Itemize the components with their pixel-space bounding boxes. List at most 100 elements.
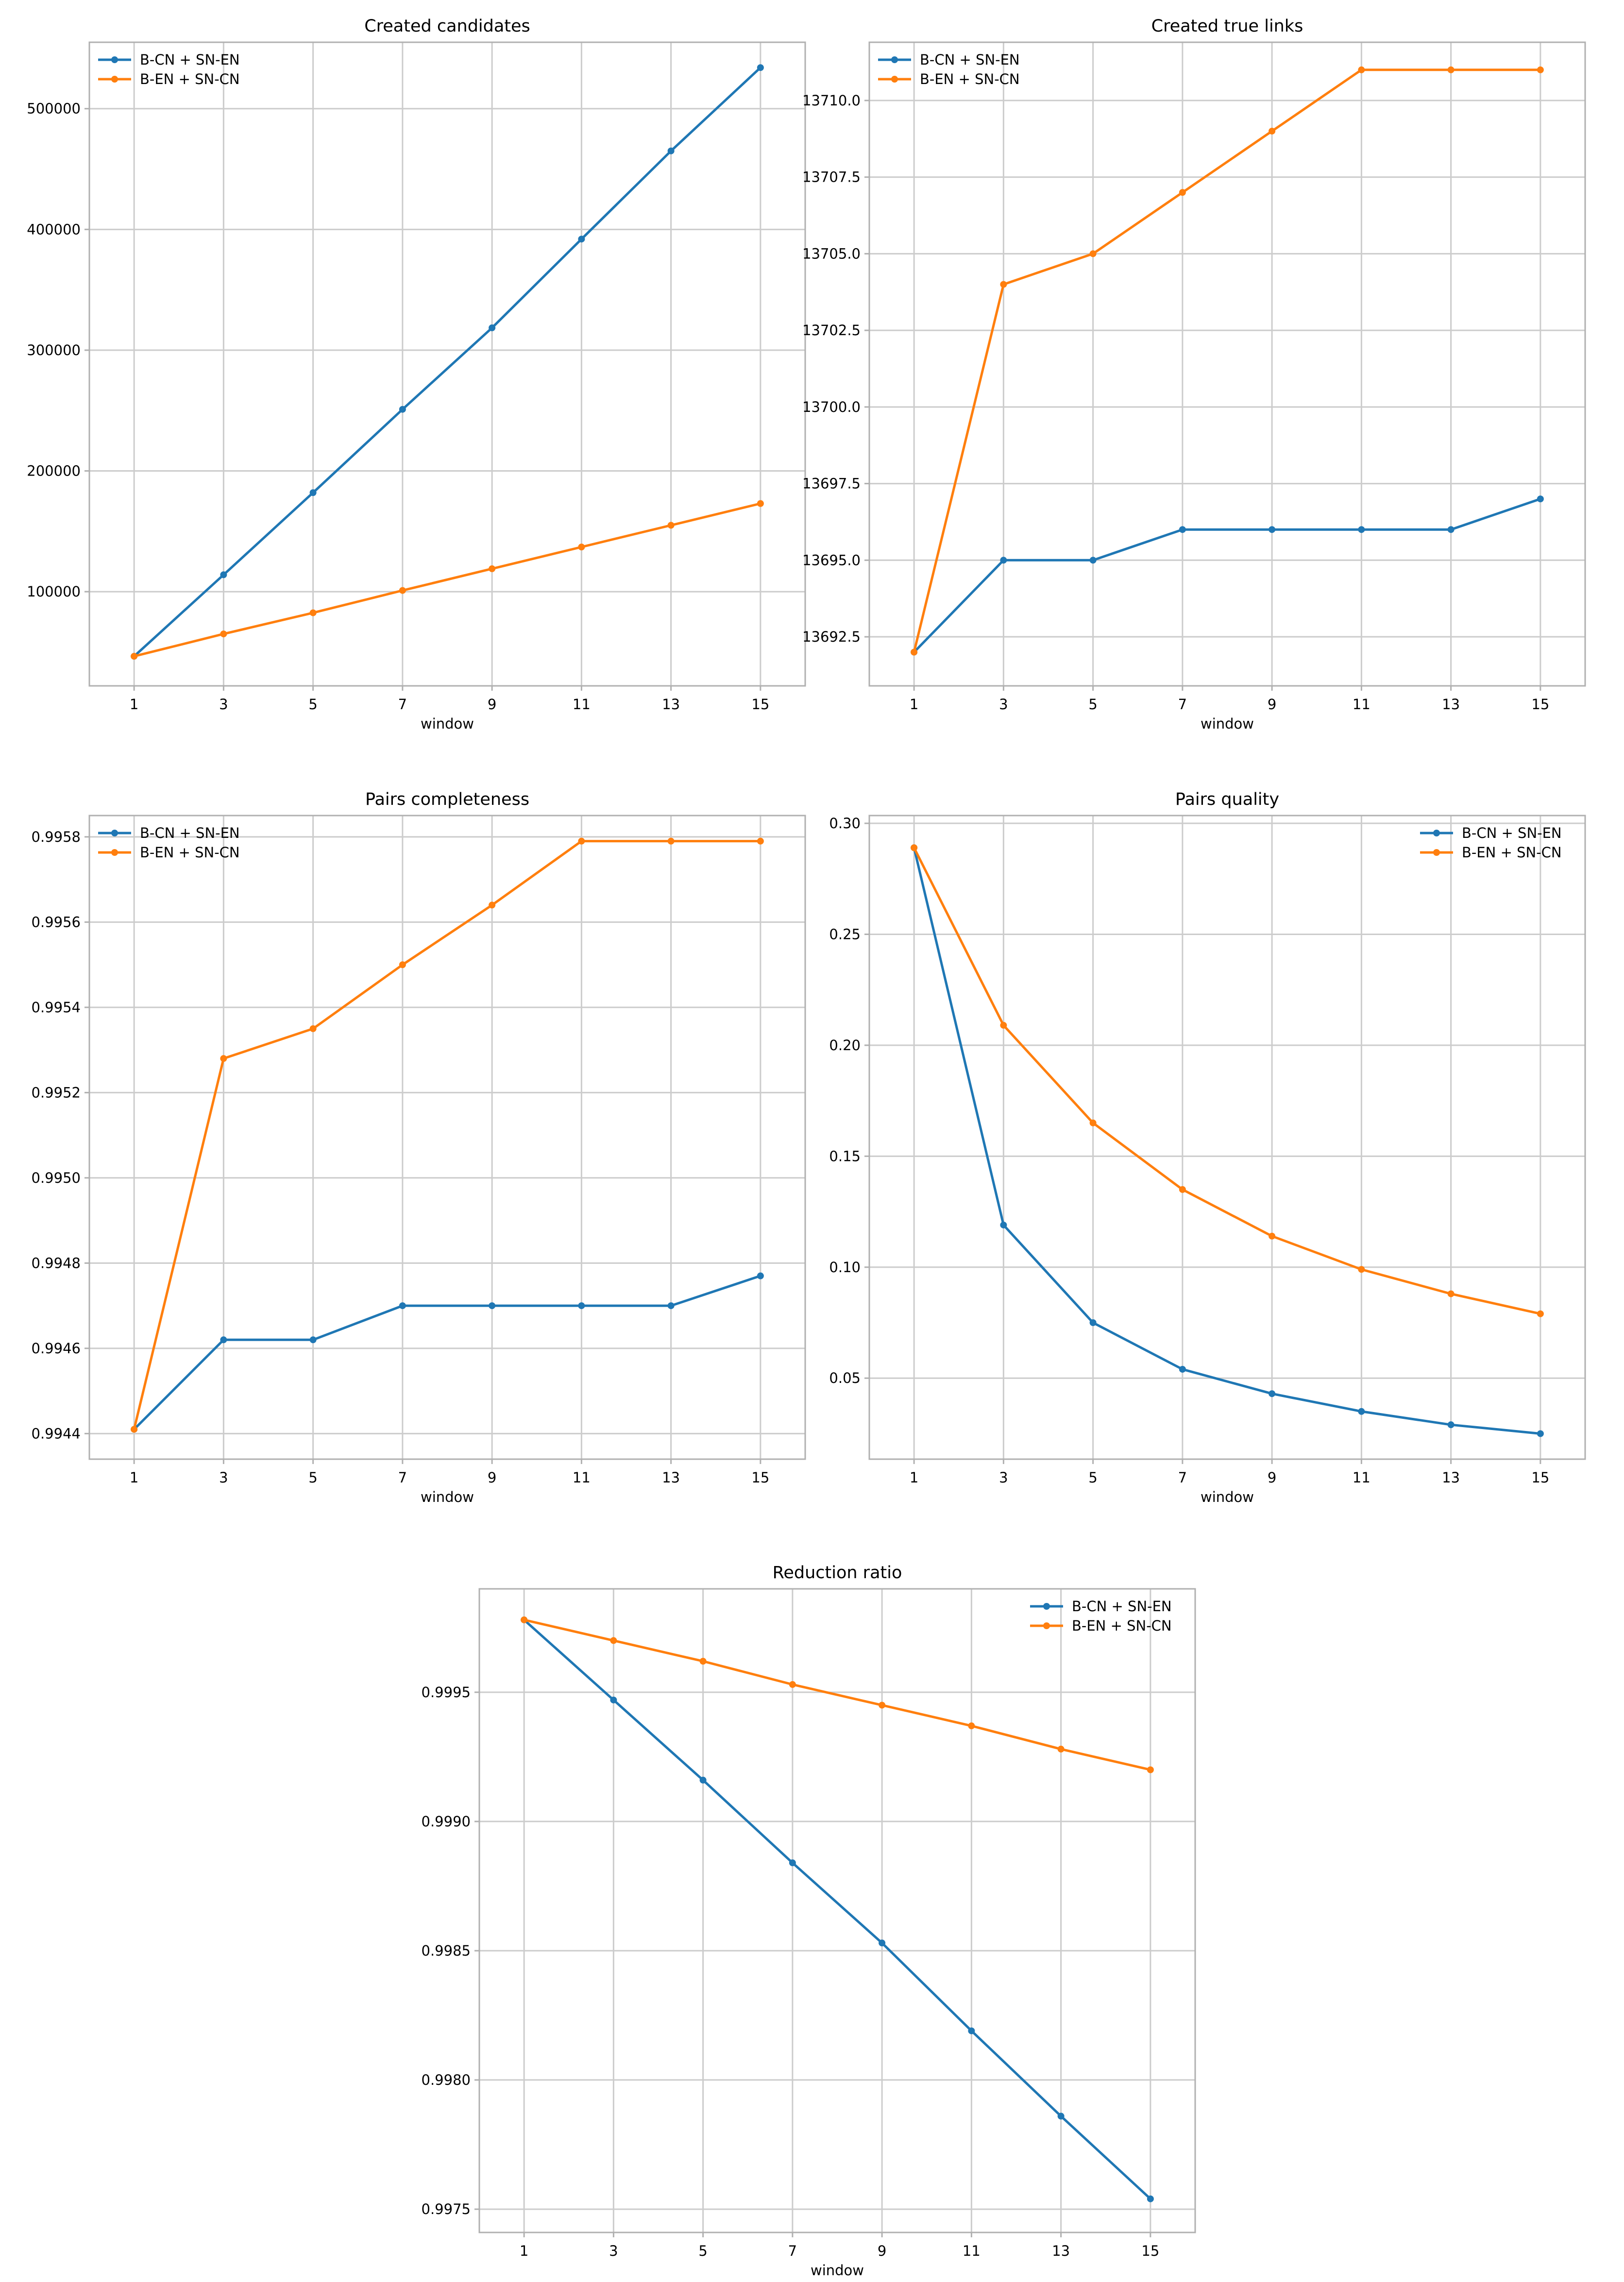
x-tick-label: 11 [963,2243,981,2259]
data-point [1057,2112,1065,2120]
x-tick-label: 3 [609,2243,618,2259]
x-tick-label: 5 [1088,1469,1097,1486]
y-tick-label: 500000 [27,101,81,117]
legend-swatch-marker [1433,849,1440,856]
x-tick-label: 5 [698,2243,707,2259]
data-point [1057,1745,1065,1753]
data-point [399,587,406,594]
axes-frame [478,1588,1196,2233]
y-tick-label: 0.9952 [32,1084,81,1101]
data-point [1358,66,1365,73]
y-tick-label: 0.9985 [422,1942,471,1959]
data-point [1089,1119,1097,1126]
axes-frame [88,41,806,687]
data-point [1000,281,1007,288]
data-point [1447,526,1455,533]
data-point [1089,1319,1097,1327]
data-point [1179,526,1186,533]
x-tick-label: 1 [130,696,138,713]
series-line [524,1618,1151,1771]
chart-3: 1 3 5 7 9 11 13 150.99440.99460.99480.99500.995… [32,790,806,1505]
legend-swatch-marker [111,56,118,63]
series-line [913,497,1541,653]
x-tick-label: 7 [398,696,407,713]
data-point [757,64,764,71]
chart-4: 1 3 5 7 9 11 13 150.050.100.150.200.250.30Pairs… [829,790,1586,1505]
data-point [911,648,918,656]
data-point [757,837,764,845]
data-point [789,1859,796,1867]
data-point [131,653,138,660]
x-tick-label: 9 [1268,696,1276,713]
chart-title: Reduction ratio [773,1563,902,1583]
data-point [1147,1766,1154,1773]
x-axis-label: window [421,715,474,732]
x-tick-label: 7 [788,2243,797,2259]
series-1 [521,1616,1154,2202]
data-point [578,837,585,845]
chart-1: 1 3 5 7 9 11 13 1510000020000030000040000050000… [27,17,806,732]
data-point [309,1336,317,1344]
x-tick-label: 11 [573,1469,591,1486]
data-point [1537,66,1544,73]
data-point [1358,1408,1365,1415]
y-tick-label: 13707.5 [802,169,861,186]
data-point [1000,557,1007,564]
legend-label: B-CN + SN-EN [140,825,240,841]
series-1 [911,844,1544,1437]
series-line [523,1618,1151,2200]
chart-title: Created true links [1151,17,1303,36]
x-tick-label: 15 [1141,2243,1159,2259]
x-tick-label: 7 [398,1469,407,1486]
y-tick-label: 13710.0 [802,92,861,109]
x-tick-label: 5 [1088,696,1097,713]
x-tick-label: 3 [219,1469,228,1486]
grid [89,42,805,686]
data-point [131,1426,138,1433]
y-tick-label: 0.9995 [422,1684,471,1701]
legend-label: B-CN + SN-EN [1462,825,1562,841]
y-tick-label: 13700.0 [802,399,861,415]
series-1 [131,1272,764,1433]
y-tick-label: 0.30 [829,815,861,832]
data-point [1147,2195,1154,2202]
data-point [879,1702,886,1709]
x-axis-label: window [811,2262,864,2279]
x-tick-label: 5 [308,1469,317,1486]
y-tick-label: 13702.5 [802,322,861,339]
y-tick-label: 0.9975 [422,2201,471,2217]
data-point [699,1776,707,1784]
x-tick-label: 3 [999,696,1008,713]
series-2 [521,1616,1154,1773]
data-point [1269,1232,1276,1240]
data-point [399,406,406,413]
x-tick-label: 11 [573,696,591,713]
chart-title: Created candidates [364,17,530,36]
x-tick-label: 13 [1052,2243,1070,2259]
data-point [1089,557,1097,564]
y-tick-label: 0.25 [829,926,861,942]
y-tick-label: 0.9946 [32,1340,81,1357]
data-point [578,236,585,243]
data-point [667,147,675,154]
legend-label: B-EN + SN-CN [920,71,1020,87]
x-tick-label: 7 [1178,696,1187,713]
data-point [1537,1430,1544,1437]
series-1 [131,64,764,660]
y-tick-label: 0.9956 [32,914,81,930]
x-tick-label: 15 [751,696,769,713]
y-tick-label: 0.9948 [32,1255,81,1271]
y-tick-label: 400000 [27,221,81,238]
series-line [134,502,761,658]
data-point [1269,526,1276,533]
series-line [913,68,1540,653]
x-tick-label: 11 [1353,696,1370,713]
legend-label: B-EN + SN-CN [1072,1618,1172,1634]
data-point [1537,1310,1544,1317]
y-tick-label: 0.9958 [32,829,81,845]
x-tick-label: 13 [1442,1469,1460,1486]
data-point [1089,250,1097,257]
x-tick-label: 13 [662,1469,680,1486]
x-tick-label: 15 [1531,696,1549,713]
data-point [489,565,496,572]
